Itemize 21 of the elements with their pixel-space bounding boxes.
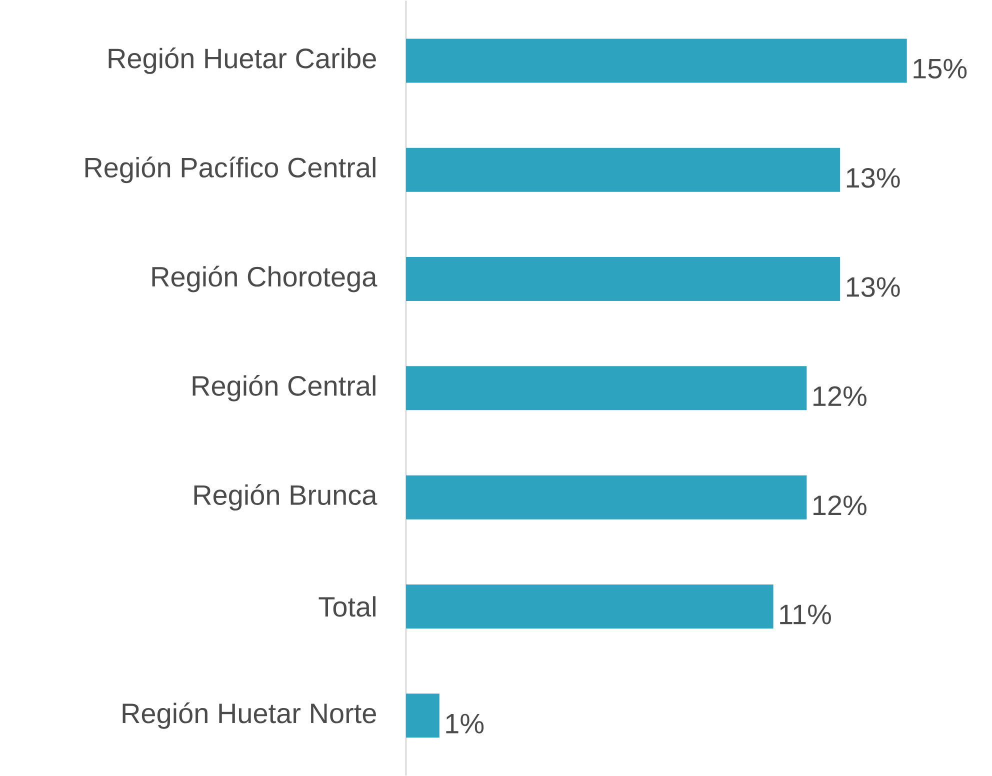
data-label: 1% xyxy=(446,714,484,734)
data-label: 11% xyxy=(780,604,831,624)
data-label: 13% xyxy=(846,276,900,297)
y-tick-label: Región Chorotega xyxy=(152,266,378,292)
y-tick-label: Región Huetar Norte xyxy=(122,702,376,729)
data-label: 12% xyxy=(814,495,866,516)
bar xyxy=(406,148,840,192)
data-label: 13% xyxy=(846,168,900,188)
bar xyxy=(406,693,440,738)
bar xyxy=(406,256,840,301)
y-tick-label: Región Central xyxy=(192,374,376,402)
data-label: 15% xyxy=(914,58,967,78)
y-tick-label: Región Brunca xyxy=(194,484,378,510)
bar xyxy=(406,475,807,520)
data-label: 12% xyxy=(814,386,866,406)
bar xyxy=(406,38,907,83)
y-tick-label: Región Huetar Caribe xyxy=(108,47,376,74)
bar xyxy=(406,366,807,410)
y-tick-label: Región Pacífico Central xyxy=(85,156,376,183)
y-tick-label: Total xyxy=(318,596,376,617)
bar xyxy=(406,584,774,628)
